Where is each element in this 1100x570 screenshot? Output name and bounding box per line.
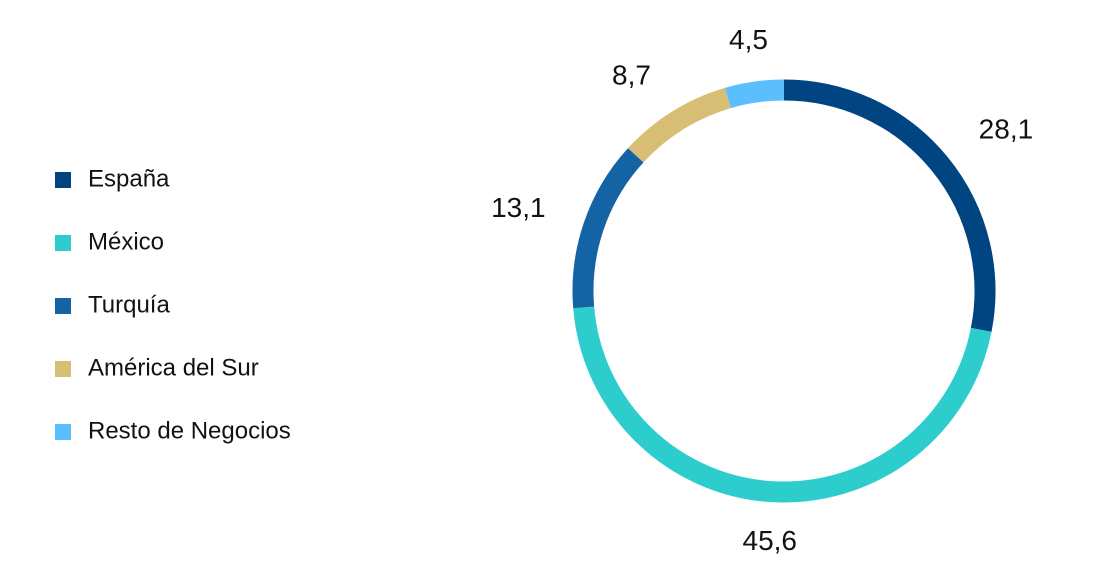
- legend-swatch: [55, 361, 71, 377]
- value-label: 13,1: [491, 192, 546, 223]
- legend-label: América del Sur: [88, 354, 259, 381]
- donut-segment: [724, 79, 785, 109]
- value-label: 45,6: [743, 525, 798, 556]
- legend-label: Resto de Negocios: [88, 417, 291, 444]
- value-label: 4,5: [729, 24, 768, 55]
- donut-segment: [572, 148, 644, 309]
- legend-swatch: [55, 424, 71, 440]
- legend-label: España: [88, 165, 170, 192]
- legend-swatch: [55, 235, 71, 251]
- value-label: 8,7: [612, 59, 651, 90]
- legend-swatch: [55, 298, 71, 314]
- value-label: 28,1: [979, 113, 1034, 144]
- legend-label: Turquía: [88, 291, 170, 318]
- donut-segment: [628, 87, 732, 163]
- legend-label: México: [88, 228, 164, 255]
- donut-segment: [783, 79, 996, 332]
- legend-swatch: [55, 172, 71, 188]
- donut-segment: [573, 306, 992, 503]
